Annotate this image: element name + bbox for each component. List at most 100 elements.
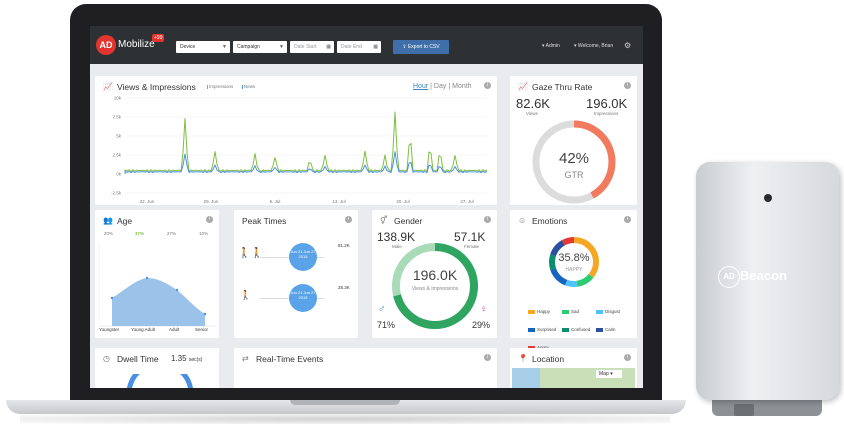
date-end-input[interactable]: Date End ▦	[337, 41, 381, 53]
emotions-donut	[549, 237, 599, 287]
info-icon[interactable]: i	[206, 216, 213, 223]
clock-icon: ◷	[103, 354, 110, 363]
laptop-shadow	[20, 414, 670, 424]
smile-icon: ☺	[518, 216, 527, 225]
calendar-icon: ▦	[373, 44, 378, 50]
female-icon: ♀	[480, 304, 488, 315]
legend-label: Surprised	[537, 327, 557, 332]
ad-logo[interactable]: AD	[96, 35, 116, 55]
gender-card: ⚥ Gender i 138.9K Male 57.1K Female 196.…	[372, 210, 497, 338]
tab-separator: |	[430, 83, 432, 90]
beacon-connector	[734, 404, 754, 416]
notification-badge[interactable]: +99	[152, 34, 165, 42]
age-category: Young Adult	[131, 327, 155, 332]
device-select-label: Device	[180, 44, 196, 50]
emotion-label: HAPPY	[565, 267, 583, 273]
dwell-unit: sec(s)	[188, 357, 203, 363]
y-tick-label: 7.5k	[112, 115, 121, 120]
calendar-icon: ▦	[326, 44, 331, 50]
emotion-percent: 35.8%	[558, 252, 590, 264]
info-icon[interactable]: i	[484, 216, 491, 223]
legend-label: Angry	[537, 345, 549, 350]
female-percent: 29%	[472, 320, 491, 330]
peak-value: 81.2K	[338, 243, 350, 248]
female-label: Female	[464, 244, 480, 249]
legend-item[interactable]: Confused	[562, 327, 596, 332]
export-label: Export to CSV	[407, 44, 440, 50]
age-percent: 27%	[167, 231, 177, 236]
age-category: Adult	[169, 327, 180, 332]
card-title: Real-Time Events	[256, 354, 324, 364]
map-type-button[interactable]: Map ▾	[596, 370, 622, 378]
legend-impressions-label: Impressions	[209, 84, 234, 89]
date-start-input[interactable]: Date Start ▦	[290, 41, 334, 53]
info-icon[interactable]: i	[624, 216, 631, 223]
card-title: Views & Impressions	[117, 82, 196, 92]
gear-icon[interactable]: ⚙	[624, 41, 632, 50]
legend-item[interactable]: Angry	[528, 345, 562, 350]
export-csv-button[interactable]: ⇪ Export to CSV	[393, 40, 449, 54]
trend-icon: 📈	[518, 82, 528, 91]
dwell-number: 1.35	[171, 354, 187, 363]
peak-value: 28.3K	[338, 285, 350, 290]
tab-month[interactable]: Month	[452, 83, 472, 90]
views-value: 82.6K	[516, 96, 550, 111]
legend-views[interactable]: News	[242, 84, 255, 89]
tab-hour[interactable]: Hour	[413, 83, 429, 90]
legend-item[interactable]: Sad	[562, 309, 596, 314]
gtr-donut	[532, 120, 616, 204]
beacon-sensor	[764, 194, 772, 202]
impressions-value: 196.0K	[586, 96, 628, 111]
card-title: Gaze Thru Rate	[532, 82, 593, 92]
card-title: Age	[117, 216, 133, 226]
walking-icon: 🚶	[240, 290, 252, 300]
x-tick-label: 13. Jul	[332, 199, 345, 204]
map-type-label: Map	[599, 371, 609, 377]
info-icon[interactable]: i	[484, 82, 491, 89]
gaze-thru-rate-card: 📈 Gaze Thru Rate i 82.6K Views 196.0K Im…	[510, 76, 637, 205]
legend-item[interactable]: Surprised	[528, 327, 562, 332]
info-icon[interactable]: i	[345, 216, 352, 223]
beacon-logo: AD	[718, 266, 740, 288]
age-percent: 37%	[135, 231, 145, 236]
legend-swatch	[596, 309, 603, 314]
views-impressions-card: 📈 Views & Impressions Impressions News H…	[95, 76, 497, 205]
male-value: 138.9K	[377, 230, 416, 244]
info-icon[interactable]: i	[624, 354, 631, 361]
walking-group-icon: 🚶🚶	[238, 248, 263, 259]
x-tick-label: 22. Jun	[140, 199, 155, 204]
legend-swatch	[562, 309, 569, 314]
legend-item[interactable]: Calm	[596, 327, 630, 332]
admin-menu[interactable]: ▾ Admin	[542, 43, 560, 49]
emotions-card: ☺ Emotions i 35.8% HAPPY Happy Sad Disgust…	[510, 210, 637, 350]
info-icon[interactable]: i	[484, 354, 491, 361]
legend-item[interactable]: Disgust	[596, 309, 630, 314]
x-tick-label: 27. Jul	[460, 199, 473, 204]
ad-beacon-device: AD Beacon	[696, 162, 839, 400]
y-tick-label: 0k	[116, 172, 122, 177]
dashboard-screen: AD Mobilize +99 Device ▼ Campaign ▼ Date…	[90, 26, 643, 388]
peak-time-bubble[interactable]: Jun 21 Jun 27 2015	[289, 243, 317, 271]
x-tick-label: 20. Jul	[396, 199, 409, 204]
legend-impressions[interactable]: Impressions	[207, 84, 233, 89]
device-select[interactable]: Device ▼	[176, 41, 230, 53]
dwell-arc	[127, 374, 193, 388]
user-menu[interactable]: ▾ Welcome, Brian	[574, 43, 614, 49]
dwell-time-card: ◷ Dwell Time 1.35 sec(s)	[95, 348, 219, 388]
gtr-percent: 42%	[558, 150, 590, 167]
legend-views-label: News	[244, 84, 256, 89]
impressions-label: Impressions	[594, 111, 619, 116]
campaign-select[interactable]: Campaign ▼	[233, 41, 287, 53]
info-icon[interactable]: i	[624, 82, 631, 89]
age-category: Senior	[195, 327, 209, 332]
legend-swatch	[528, 345, 535, 350]
peak-time-bubble[interactable]: Jun 21 Jun 27 2015	[289, 284, 317, 312]
legend-item[interactable]: Happy	[528, 309, 562, 314]
map-water	[512, 368, 540, 388]
tab-day[interactable]: Day	[433, 83, 447, 90]
location-card: 📍 Location i Map ▾	[510, 348, 637, 388]
refresh-icon: ⇄	[242, 354, 249, 363]
location-map[interactable]: Map ▾	[512, 368, 635, 388]
legend-swatch	[528, 309, 535, 314]
male-icon: ♂	[378, 304, 386, 315]
